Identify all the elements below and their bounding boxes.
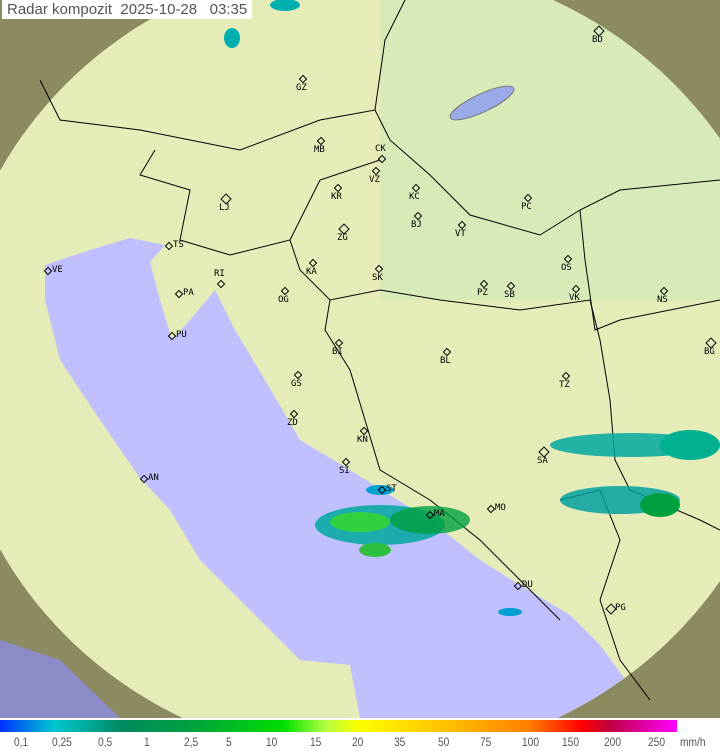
- city-label: RI: [214, 269, 225, 279]
- legend-tick: 75: [480, 735, 492, 749]
- city-label: DU: [522, 580, 533, 590]
- city-label: BJ: [411, 220, 422, 230]
- city-label: SK: [372, 273, 383, 283]
- legend-tick: 0,5: [98, 735, 113, 749]
- legend-tick: 5: [226, 735, 232, 749]
- city-label: BI: [332, 347, 343, 357]
- city-label: BL: [440, 356, 451, 366]
- city-label: VZ: [369, 175, 380, 185]
- city-label: MO: [495, 503, 506, 513]
- city-label: BD: [592, 35, 603, 45]
- city-label: PC: [521, 202, 532, 212]
- legend-tick: 50: [438, 735, 450, 749]
- city-label: GZ: [296, 83, 307, 93]
- legend-tick: 200: [604, 735, 622, 749]
- city-label: SB: [504, 290, 515, 300]
- city-label: KC: [409, 192, 420, 202]
- city-label: GS: [291, 379, 302, 389]
- legend-tick: 35: [394, 735, 406, 749]
- city-label: CK: [375, 144, 386, 154]
- city-label: PZ: [477, 288, 488, 298]
- sea-outside: [0, 640, 120, 718]
- city-label: ZG: [337, 233, 348, 243]
- city-label: OS: [561, 263, 572, 273]
- legend-tick: 150: [562, 735, 580, 749]
- legend-color-bar: [0, 720, 677, 732]
- legend-tick: 1: [144, 735, 150, 749]
- radar-echoes: [224, 0, 720, 616]
- precipitation-legend: 0,1 0,25 0,5 1 2,5 5 10 15 20 35 50 75 100 150 200 250 …: [0, 718, 720, 751]
- legend-tick: 15: [310, 735, 322, 749]
- title-time: 03:35: [209, 1, 248, 18]
- sea: [45, 238, 640, 718]
- city-label: VE: [52, 265, 63, 275]
- legend-unit: mm/h: [680, 735, 706, 749]
- city-label: ZD: [287, 418, 298, 428]
- city-label: TZ: [559, 380, 570, 390]
- radar-map[interactable]: [0, 0, 720, 718]
- city-label: KN: [357, 435, 368, 445]
- city-label: PU: [176, 330, 187, 340]
- city-label: AN: [148, 473, 159, 483]
- title-text: Radar kompozit: [7, 1, 113, 18]
- legend-tick: 2,5: [184, 735, 199, 749]
- city-label: TS: [173, 240, 184, 250]
- city-label: KA: [306, 267, 317, 277]
- legend-tick: 10: [266, 735, 278, 749]
- city-label: PG: [615, 603, 626, 613]
- city-label: VT: [455, 229, 466, 239]
- legend-tick: 20: [352, 735, 364, 749]
- city-label: SI: [339, 466, 350, 476]
- city-label: MB: [314, 145, 325, 155]
- legend-tick: 100: [522, 735, 540, 749]
- city-label: PA: [183, 288, 194, 298]
- legend-tick: 0,25: [52, 735, 72, 749]
- title-date: 2025-10-28: [120, 1, 198, 18]
- city-label: BG: [704, 347, 715, 357]
- city-label: OG: [278, 295, 289, 305]
- city-label: VK: [569, 293, 580, 303]
- city-label: NS: [657, 295, 668, 305]
- legend-tick: 250: [648, 735, 666, 749]
- city-label: LJ: [219, 203, 230, 213]
- legend-tick: 0,1: [14, 735, 29, 749]
- city-label: KR: [331, 192, 342, 202]
- city-label: MA: [434, 509, 445, 519]
- city-label: ST: [386, 484, 397, 494]
- city-label: SA: [537, 456, 548, 466]
- title-bar: Radar kompozit 2025-10-28 03:35: [2, 0, 253, 19]
- lake-balaton: [449, 85, 515, 121]
